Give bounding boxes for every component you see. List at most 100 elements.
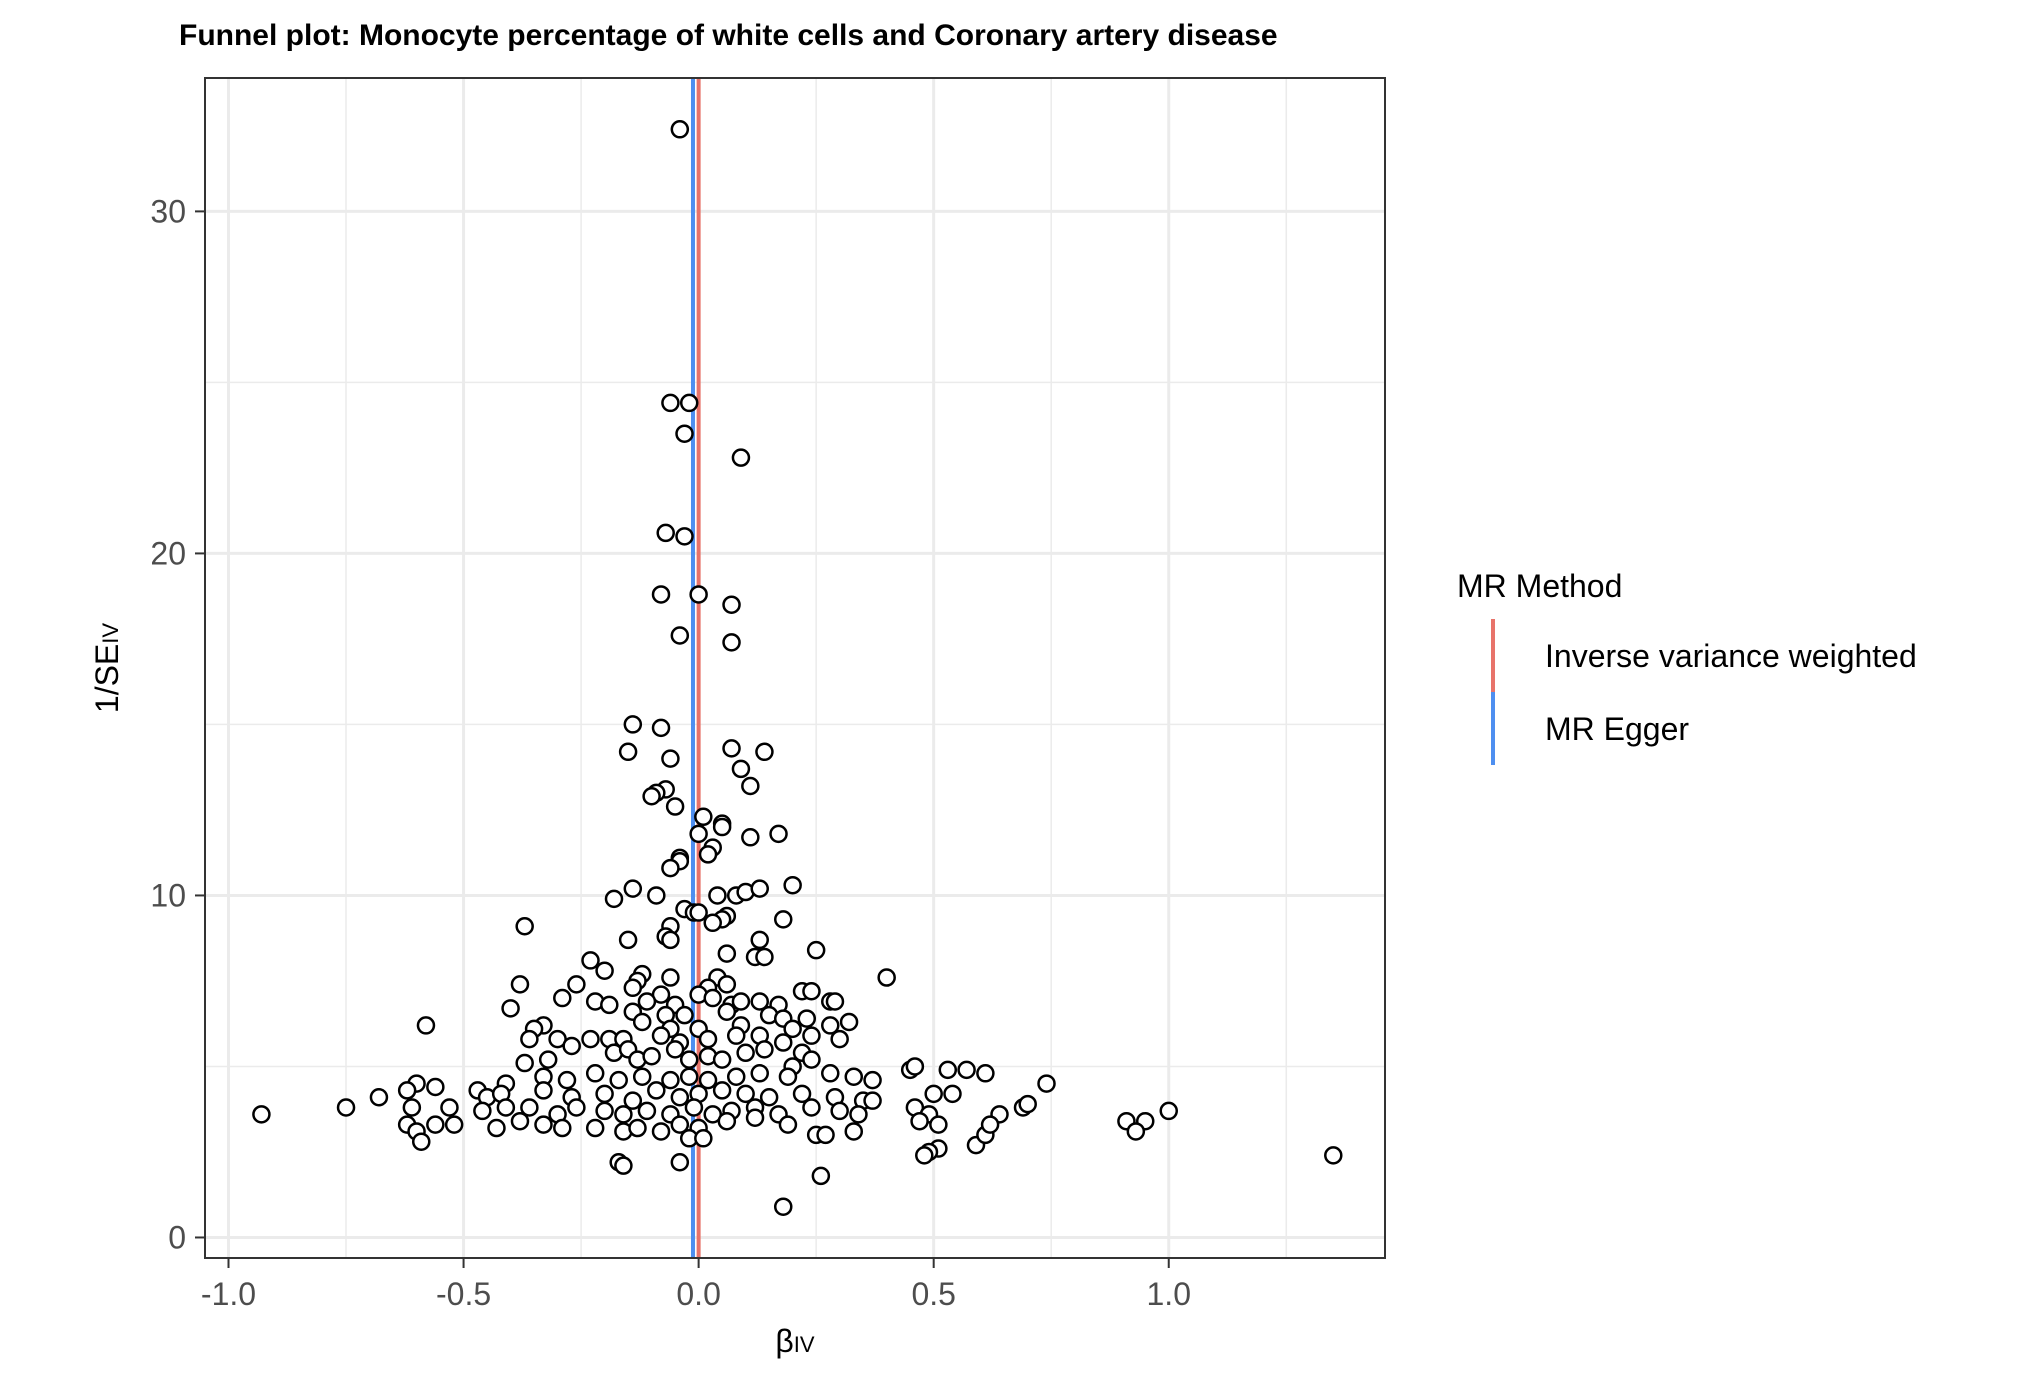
data-point: [703, 988, 722, 1008]
data-point: [609, 1070, 628, 1090]
data-point: [252, 1105, 271, 1124]
data-point: [585, 1118, 605, 1138]
data-point: [595, 1101, 614, 1121]
data-point: [614, 1105, 633, 1124]
data-point: [473, 1101, 492, 1121]
data-point: [698, 1070, 718, 1090]
data-point: [567, 1098, 586, 1117]
data-point: [534, 1115, 553, 1134]
data-point: [670, 120, 690, 139]
data-point: [717, 975, 737, 994]
data-point: [929, 1115, 948, 1134]
x-tick-label: -0.5: [436, 1276, 491, 1312]
data-point: [778, 1067, 798, 1086]
x-axis-title: βIV: [775, 1323, 815, 1359]
data-point: [661, 749, 680, 768]
data-point: [642, 787, 661, 806]
data-point: [717, 1111, 737, 1131]
data-point: [938, 1060, 958, 1080]
data-points: [252, 120, 1343, 1216]
data-point: [661, 858, 680, 878]
data-point: [915, 1146, 934, 1165]
data-point: [675, 424, 694, 443]
data-point: [773, 1033, 793, 1052]
data-point: [783, 875, 802, 895]
data-point: [783, 1019, 802, 1039]
data-point: [581, 1029, 600, 1049]
y-tick-label: 20: [150, 535, 186, 571]
data-point: [1159, 1101, 1178, 1121]
data-point: [562, 1036, 581, 1056]
data-point: [726, 1067, 746, 1086]
data-point: [670, 1087, 690, 1107]
data-point: [755, 947, 774, 967]
data-point: [595, 1084, 614, 1104]
data-point: [750, 879, 769, 898]
data-point: [726, 1026, 746, 1045]
data-point: [628, 1118, 647, 1138]
data-point: [689, 824, 708, 844]
legend-label-1: MR Egger: [1545, 711, 1689, 747]
data-point: [581, 951, 600, 970]
data-point: [567, 975, 586, 994]
data-point: [980, 1115, 1000, 1134]
data-point: [844, 1122, 864, 1141]
data-point: [1324, 1146, 1343, 1165]
x-axis-title-main: β: [775, 1323, 793, 1359]
data-point: [661, 930, 680, 950]
data-point: [515, 1053, 534, 1073]
data-point: [515, 916, 534, 936]
data-point: [510, 975, 530, 994]
data-point: [402, 1098, 422, 1117]
data-point: [623, 978, 643, 998]
x-axis: -1.0 -0.5 0.0 0.5 1.0: [201, 1258, 1191, 1312]
chart-title: Funnel plot: Monocyte percentage of whit…: [179, 19, 1278, 52]
data-point: [731, 759, 751, 779]
data-point: [863, 1070, 882, 1090]
data-point: [905, 1057, 925, 1076]
y-axis-title: 1/SEIV: [89, 623, 125, 713]
data-point: [712, 1050, 732, 1069]
data-point: [759, 1087, 779, 1107]
data-point: [520, 1098, 539, 1117]
data-point: [750, 1064, 769, 1083]
data-point: [811, 1166, 831, 1186]
data-point: [792, 1084, 812, 1104]
data-point: [510, 1111, 530, 1131]
data-point: [736, 1084, 755, 1104]
y-axis-title-main: 1/SE: [89, 644, 125, 713]
data-point: [397, 1081, 417, 1100]
data-point: [816, 1125, 835, 1145]
data-point: [694, 1129, 713, 1148]
data-point: [632, 1067, 652, 1086]
data-point: [773, 1197, 793, 1216]
x-tick-label: -1.0: [201, 1276, 256, 1312]
data-point: [632, 1012, 652, 1032]
data-point: [698, 845, 718, 864]
data-point: [802, 1050, 821, 1069]
data-point: [412, 1132, 431, 1151]
data-point: [665, 797, 685, 816]
data-point: [651, 1026, 671, 1045]
data-point: [618, 930, 638, 950]
data-point: [741, 828, 760, 847]
data-point: [440, 1098, 459, 1117]
y-tick-label: 10: [150, 877, 186, 913]
data-point: [538, 1050, 558, 1069]
data-point: [426, 1115, 445, 1134]
data-point: [496, 1098, 516, 1117]
data-point: [426, 1077, 445, 1097]
data-point: [722, 739, 741, 758]
data-point: [675, 527, 694, 546]
data-point: [661, 393, 680, 413]
data-point: [825, 992, 845, 1011]
data-point: [802, 981, 821, 1001]
data-point: [670, 1115, 690, 1134]
data-point: [708, 886, 727, 905]
data-point: [830, 1101, 849, 1121]
data-point: [1126, 1122, 1146, 1141]
data-point: [839, 1012, 859, 1032]
data-point: [618, 742, 638, 762]
data-point: [670, 1152, 690, 1172]
data-point: [623, 715, 643, 734]
